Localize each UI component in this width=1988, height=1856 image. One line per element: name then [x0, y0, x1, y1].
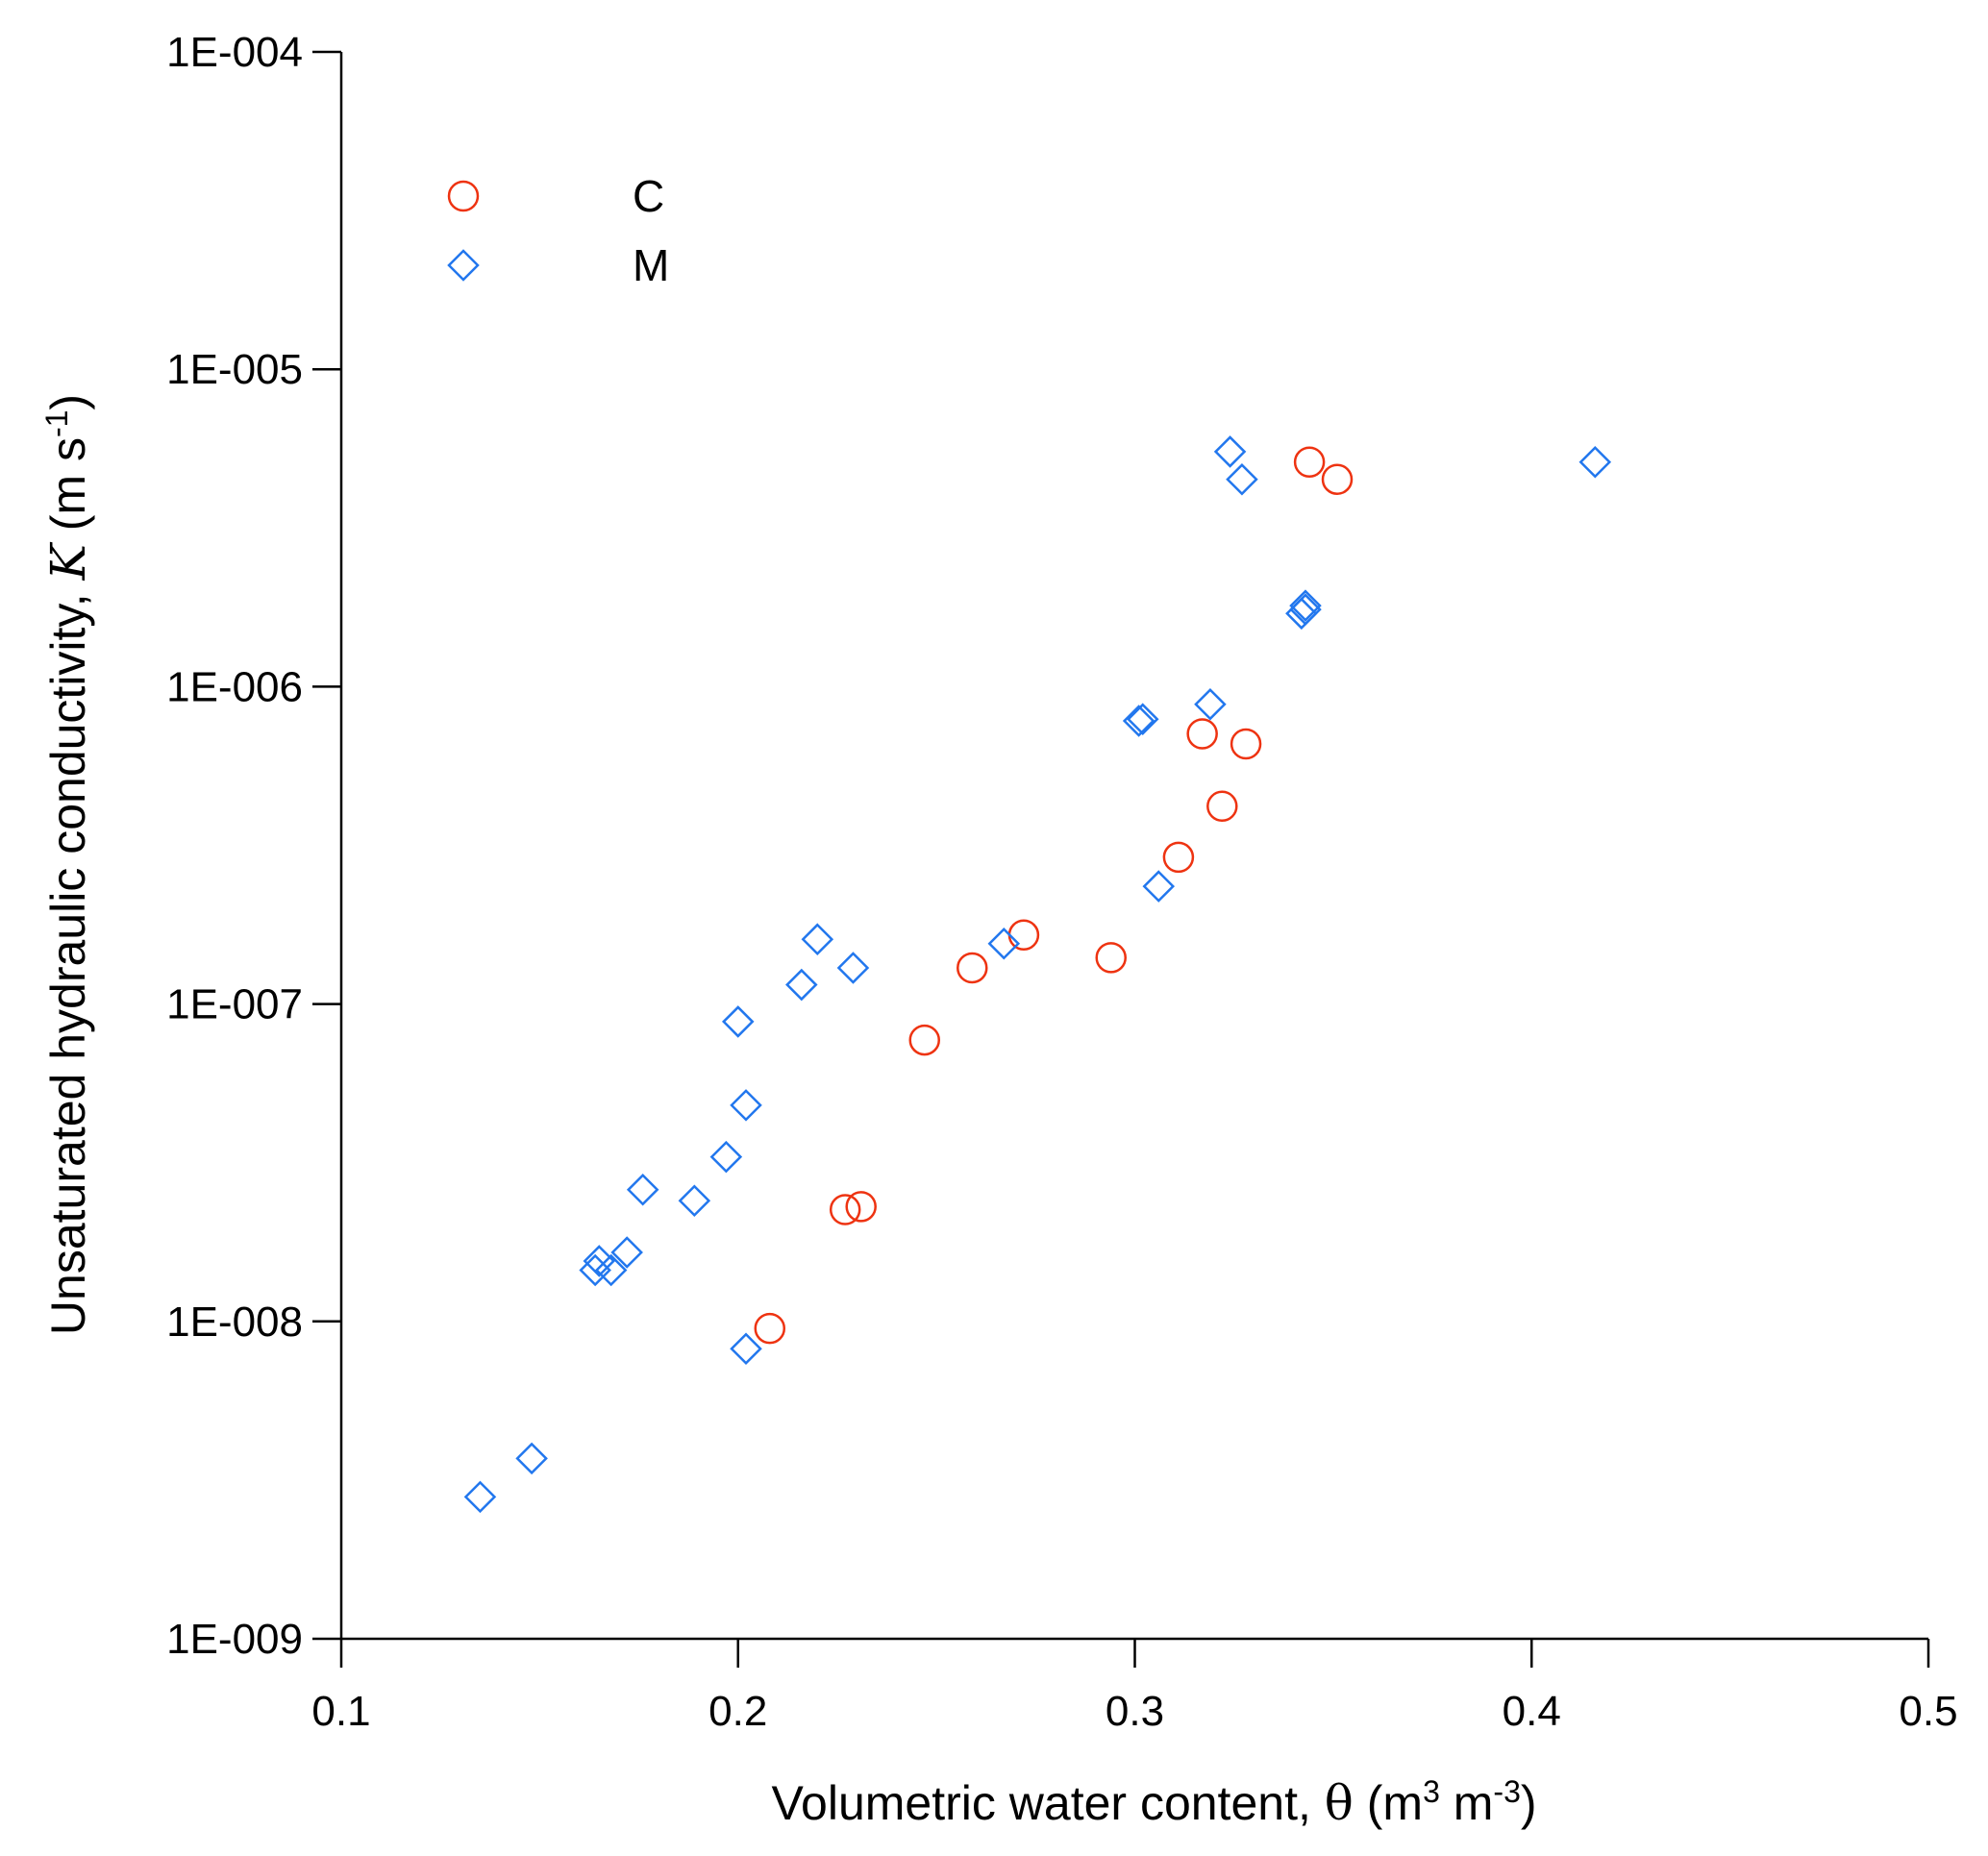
point-C	[754, 1312, 786, 1345]
point-M	[801, 923, 834, 955]
point-M	[579, 1253, 611, 1287]
x-tick-label: 0.1	[311, 1688, 370, 1735]
point-M	[610, 1236, 643, 1269]
point-M	[1578, 445, 1612, 479]
legend-label-M: M	[633, 240, 669, 290]
legend-marker-C	[447, 180, 480, 212]
x-axis-title-sup1: 3	[1423, 1774, 1440, 1809]
point-M	[1194, 687, 1227, 721]
data-points	[463, 435, 1612, 1514]
point-M	[1289, 589, 1322, 622]
y-tick-label: 1E-007	[166, 981, 303, 1028]
x-tick-label: 0.2	[708, 1688, 767, 1735]
point-C	[908, 1024, 940, 1056]
point-M	[594, 1253, 628, 1287]
point-C	[845, 1191, 877, 1223]
y-tick-label: 1E-008	[166, 1299, 303, 1346]
x-tick-label: 0.3	[1106, 1688, 1164, 1735]
point-M	[721, 1005, 755, 1038]
point-M	[1213, 435, 1247, 468]
point-C	[1206, 790, 1238, 823]
x-ticks: 0.1 0.2 0.3 0.4 0.5	[311, 1639, 1958, 1735]
x-axis-title: Volumetric water content, θ (m3 m-3)	[771, 1774, 1536, 1831]
point-C	[1162, 841, 1195, 874]
y-tick-label: 1E-006	[166, 663, 303, 710]
point-M	[1289, 593, 1322, 626]
point-M	[730, 1332, 762, 1366]
y-axis-title-unit-close: )	[41, 394, 95, 410]
point-M	[785, 968, 818, 1002]
point-M	[1226, 462, 1258, 496]
axes	[339, 52, 1928, 1641]
y-axis-title-sup: -1	[39, 410, 74, 437]
y-axis-title-symbol: K	[40, 541, 96, 581]
point-M	[515, 1442, 548, 1475]
point-M	[626, 1174, 659, 1206]
x-tick-label: 0.4	[1503, 1688, 1561, 1735]
point-M	[836, 952, 870, 984]
point-C	[1293, 446, 1326, 479]
y-tick-label: 1E-005	[166, 346, 303, 393]
x-axis-title-unit-mid: m	[1440, 1776, 1494, 1830]
point-C	[1186, 718, 1218, 750]
point-M	[987, 927, 1021, 960]
point-M	[730, 1089, 762, 1122]
legend-marker-M	[447, 249, 480, 282]
legend-label-C: C	[633, 171, 664, 221]
y-ticks: 1E-009 1E-008 1E-007 1E-006 1E-005 1E-004	[166, 29, 341, 1663]
point-M	[1126, 703, 1159, 735]
y-axis-title-unit-open: (m s	[41, 437, 95, 544]
point-C	[1230, 728, 1262, 760]
point-M	[583, 1245, 616, 1277]
y-axis-title: Unsaturated hydraulic conductivity, K (m…	[39, 394, 96, 1335]
point-C	[1095, 942, 1127, 974]
y-tick-label: 1E-004	[166, 29, 303, 76]
point-C	[829, 1194, 861, 1225]
point-M	[463, 1480, 497, 1514]
x-axis-title-sup2: -3	[1493, 1774, 1520, 1809]
point-C	[1007, 919, 1040, 952]
point-C	[1321, 463, 1354, 495]
point-C	[957, 952, 988, 984]
point-M	[1122, 705, 1156, 737]
point-M	[1142, 870, 1176, 903]
x-tick-label: 0.5	[1899, 1688, 1957, 1735]
series-C	[754, 446, 1354, 1345]
x-axis-title-symbol: θ	[1325, 1775, 1354, 1831]
legend: CM	[447, 171, 669, 290]
point-M	[678, 1184, 711, 1218]
y-axis-title-main: Unsaturated hydraulic conductivity,	[41, 580, 95, 1335]
y-tick-label: 1E-009	[166, 1616, 303, 1663]
series-M	[463, 435, 1612, 1514]
x-axis-title-unit-open: (m	[1354, 1776, 1423, 1830]
point-M	[709, 1140, 743, 1174]
x-axis-title-unit-close: )	[1521, 1776, 1537, 1830]
x-axis-title-main: Volumetric water content,	[771, 1776, 1324, 1830]
